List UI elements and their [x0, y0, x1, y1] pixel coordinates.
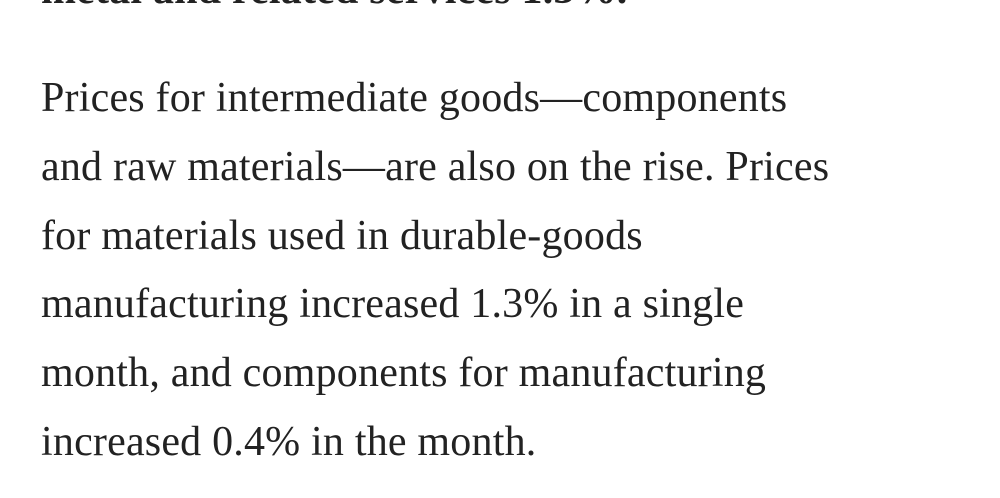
previous-paragraph-line: metal and related services 1.3%.	[41, 0, 628, 25]
paragraph-line: increased 0.4% in the month.	[41, 419, 537, 465]
paragraph-line: and raw materials—are also on the rise. …	[41, 143, 830, 190]
paragraph-line: Prices for intermediate goods—components	[41, 75, 788, 121]
paragraph-line: manufacturing increased 1.3% in a single	[41, 281, 745, 328]
paragraph-line: month, and components for manufacturing	[41, 350, 767, 397]
paragraph-line: for materials used in durable-goods	[41, 212, 643, 259]
